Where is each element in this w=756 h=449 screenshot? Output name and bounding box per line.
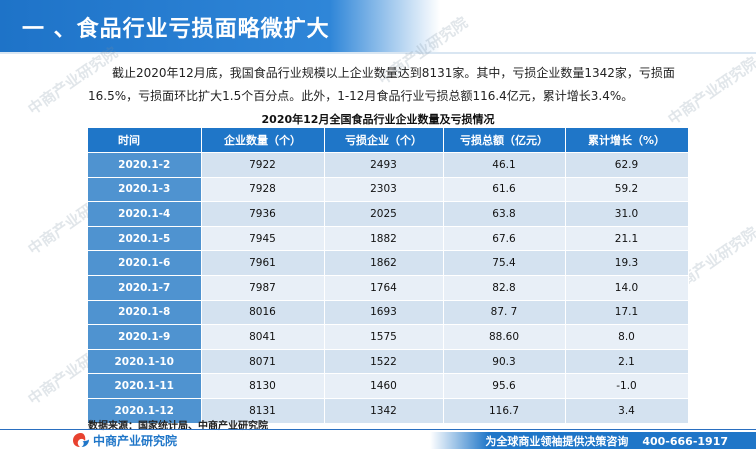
cell-loss-enterprises: 1522: [324, 348, 444, 374]
company-logo: 中商产业研究院: [72, 432, 177, 448]
cell-time: 2020.1-12: [88, 397, 202, 423]
table-row: 2020.1-3 7928 2303 61.6 59.2: [88, 176, 689, 202]
cell-cumulative-growth: 17.1: [565, 299, 689, 325]
cell-enterprise-count: 7987: [201, 274, 325, 301]
table-row: 2020.1-7 7987 1764 82.8 14.0: [88, 274, 689, 301]
cell-enterprise-count: 8016: [201, 299, 325, 325]
cell-enterprise-count: 7945: [201, 225, 325, 251]
cell-loss-enterprises: 2493: [324, 152, 444, 178]
cell-time: 2020.1-3: [88, 176, 202, 202]
footer-slogan: 为全球商业领袖提供决策咨询: [485, 435, 629, 448]
cell-time: 2020.1-7: [88, 274, 202, 301]
cell-cumulative-growth: 31.0: [565, 201, 689, 227]
cell-enterprise-count: 8130: [201, 373, 325, 399]
cell-loss-enterprises: 1882: [324, 225, 444, 251]
cell-loss-enterprises: 1862: [324, 250, 444, 276]
cell-time: 2020.1-10: [88, 348, 202, 374]
intro-paragraph: 截止2020年12月底，我国食品行业规模以上企业数量达到8131家。其中，亏损企…: [88, 66, 675, 103]
cell-loss-enterprises: 1575: [324, 324, 444, 350]
table-row: 2020.1-10 8071 1522 90.3 2.1: [88, 348, 689, 374]
cell-total-loss: 116.7: [443, 397, 566, 423]
cell-total-loss: 61.6: [443, 176, 566, 202]
cell-total-loss: 87. 7: [443, 299, 566, 325]
column-header-total-loss: 亏损总额（亿元）: [443, 128, 566, 153]
table-row: 2020.1-8 8016 1693 87. 7 17.1: [88, 299, 689, 325]
cell-time: 2020.1-8: [88, 299, 202, 325]
table-title: 2020年12月全国食品行业企业数量及亏损情况: [261, 113, 495, 126]
cell-cumulative-growth: 62.9: [565, 152, 689, 178]
cell-total-loss: 88.60: [443, 324, 566, 350]
table-row: 2020.1-4 7936 2025 63.8 31.0: [88, 201, 689, 227]
cell-loss-enterprises: 2025: [324, 201, 444, 227]
cell-loss-enterprises: 2303: [324, 176, 444, 202]
column-header-enterprise-count: 企业数量（个）: [201, 128, 325, 153]
table-row: 2020.1-9 8041 1575 88.60 8.0: [88, 324, 689, 350]
logo-swirl-icon: [73, 433, 89, 447]
footer-phone: 400-666-1917: [642, 435, 728, 448]
cell-total-loss: 67.6: [443, 225, 566, 251]
footer-divider: [0, 429, 756, 430]
table-row: 2020.1-12 8131 1342 116.7 3.4: [88, 397, 689, 423]
cell-total-loss: 90.3: [443, 348, 566, 374]
cell-enterprise-count: 8131: [201, 397, 325, 423]
title-divider: [0, 52, 756, 54]
cell-enterprise-count: 7928: [201, 176, 325, 202]
table-header-row: 时间 企业数量（个） 亏损企业（个） 亏损总额（亿元） 累计增长（%）: [88, 128, 689, 153]
cell-total-loss: 82.8: [443, 274, 566, 301]
cell-time: 2020.1-5: [88, 225, 202, 251]
loss-data-table: 时间 企业数量（个） 亏损企业（个） 亏损总额（亿元） 累计增长（%） 2020…: [88, 128, 689, 423]
table-row: 2020.1-2 7922 2493 46.1 62.9: [88, 152, 689, 178]
logo-text: 中商产业研究院: [93, 433, 178, 448]
page-title: 一 、食品行业亏损面略微扩大: [22, 17, 330, 42]
cell-loss-enterprises: 1764: [324, 274, 444, 301]
cell-total-loss: 95.6: [443, 373, 566, 399]
cell-total-loss: 46.1: [443, 152, 566, 178]
cell-cumulative-growth: 8.0: [565, 324, 689, 350]
cell-total-loss: 63.8: [443, 201, 566, 227]
cell-cumulative-growth: 3.4: [565, 397, 689, 423]
cell-cumulative-growth: 19.3: [565, 250, 689, 276]
cell-time: 2020.1-6: [88, 250, 202, 276]
cell-enterprise-count: 7922: [201, 152, 325, 178]
cell-cumulative-growth: 2.1: [565, 348, 689, 374]
source-note: 数据来源：国家统计局、中商产业研究院: [88, 421, 268, 432]
title-banner: 一 、食品行业亏损面略微扩大: [0, 0, 440, 52]
column-header-loss-enterprises: 亏损企业（个）: [324, 128, 444, 153]
table-row: 2020.1-5 7945 1882 67.6 21.1: [88, 225, 689, 251]
cell-cumulative-growth: 14.0: [565, 274, 689, 301]
cell-cumulative-growth: -1.0: [565, 373, 689, 399]
cell-time: 2020.1-4: [88, 201, 202, 227]
footer-contact: 为全球商业领袖提供决策咨询 400-666-1917: [485, 433, 728, 449]
cell-time: 2020.1-2: [88, 152, 202, 178]
cell-loss-enterprises: 1460: [324, 373, 444, 399]
footer-band: 为全球商业领袖提供决策咨询 400-666-1917: [430, 432, 756, 449]
cell-enterprise-count: 8041: [201, 324, 325, 350]
cell-time: 2020.1-11: [88, 373, 202, 399]
column-header-cumulative-growth: 累计增长（%）: [565, 128, 689, 153]
cell-cumulative-growth: 21.1: [565, 225, 689, 251]
cell-enterprise-count: 7936: [201, 201, 325, 227]
cell-enterprise-count: 7961: [201, 250, 325, 276]
cell-loss-enterprises: 1693: [324, 299, 444, 325]
cell-loss-enterprises: 1342: [324, 397, 444, 423]
cell-total-loss: 75.4: [443, 250, 566, 276]
column-header-time: 时间: [88, 128, 202, 153]
cell-time: 2020.1-9: [88, 324, 202, 350]
cell-enterprise-count: 8071: [201, 348, 325, 374]
table-row: 2020.1-11 8130 1460 95.6 -1.0: [88, 373, 689, 399]
cell-cumulative-growth: 59.2: [565, 176, 689, 202]
table-row: 2020.1-6 7961 1862 75.4 19.3: [88, 250, 689, 276]
